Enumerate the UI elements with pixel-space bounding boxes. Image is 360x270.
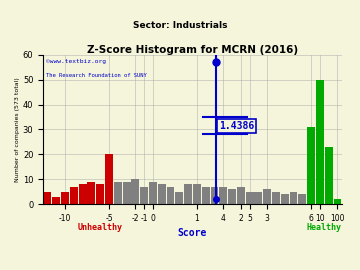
Text: 1.4386: 1.4386 — [219, 121, 254, 131]
Bar — [333, 199, 341, 204]
Bar — [272, 192, 280, 204]
Bar — [307, 127, 315, 204]
Bar — [289, 192, 297, 204]
Text: The Research Foundation of SUNY: The Research Foundation of SUNY — [46, 73, 147, 78]
Bar — [105, 154, 113, 204]
Y-axis label: Number of companies (573 total): Number of companies (573 total) — [15, 77, 20, 182]
Bar — [26, 199, 34, 204]
Bar — [211, 187, 219, 204]
Bar — [316, 80, 324, 204]
Bar — [61, 192, 69, 204]
Bar — [202, 187, 210, 204]
Bar — [17, 197, 25, 204]
Bar — [52, 197, 60, 204]
Title: Z-Score Histogram for MCRN (2016): Z-Score Histogram for MCRN (2016) — [87, 45, 298, 55]
Bar — [193, 184, 201, 204]
Bar — [158, 184, 166, 204]
Bar — [281, 194, 289, 204]
Bar — [96, 184, 104, 204]
Bar — [184, 184, 192, 204]
Bar — [255, 192, 262, 204]
Text: Unhealthy: Unhealthy — [78, 222, 123, 232]
Bar — [237, 187, 245, 204]
Bar — [149, 182, 157, 204]
Bar — [114, 182, 122, 204]
Bar — [219, 187, 227, 204]
Bar — [87, 182, 95, 204]
Bar — [35, 199, 43, 204]
Bar — [140, 187, 148, 204]
Bar — [263, 189, 271, 204]
Bar — [246, 192, 253, 204]
Bar — [298, 194, 306, 204]
X-axis label: Score: Score — [178, 228, 207, 238]
Bar — [0, 192, 8, 204]
Bar — [79, 184, 87, 204]
Bar — [175, 192, 183, 204]
Text: Sector: Industrials: Sector: Industrials — [133, 21, 227, 30]
Bar — [228, 189, 236, 204]
Text: Healthy: Healthy — [307, 222, 342, 232]
Bar — [8, 184, 16, 204]
Bar — [167, 187, 175, 204]
Bar — [70, 187, 78, 204]
Bar — [131, 179, 139, 204]
Bar — [325, 147, 333, 204]
Bar — [123, 182, 131, 204]
Bar — [44, 192, 51, 204]
Text: ©www.textbiz.org: ©www.textbiz.org — [46, 59, 106, 64]
